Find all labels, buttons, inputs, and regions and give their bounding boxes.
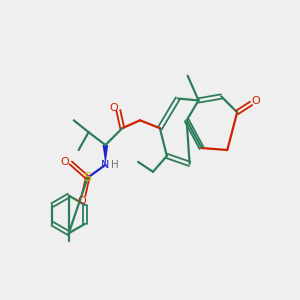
Polygon shape	[103, 145, 108, 165]
Text: O: O	[109, 103, 118, 113]
Text: O: O	[77, 196, 86, 206]
Text: O: O	[252, 97, 260, 106]
Text: H: H	[111, 160, 119, 170]
Text: O: O	[60, 157, 69, 167]
Text: N: N	[101, 160, 110, 170]
Text: S: S	[84, 171, 92, 184]
